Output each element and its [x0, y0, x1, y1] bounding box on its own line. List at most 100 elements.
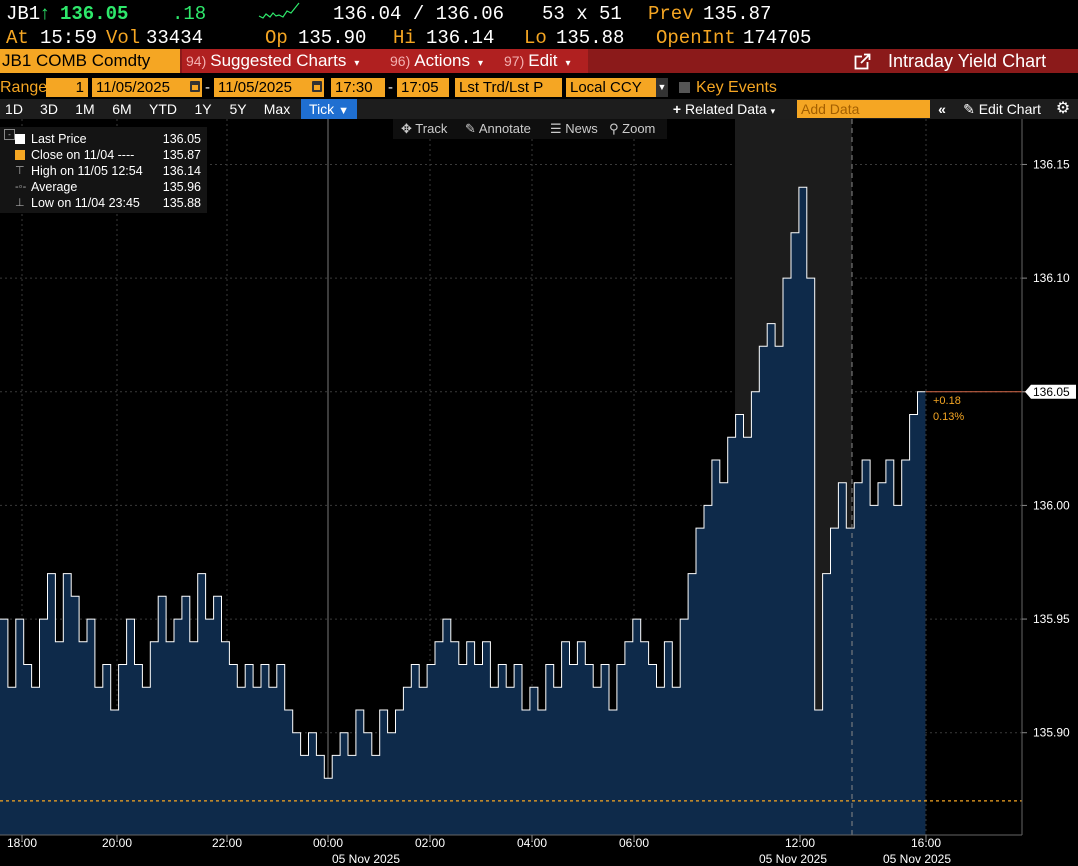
- lo-label: Lo: [524, 27, 547, 49]
- high-marker-icon: ⊤: [15, 165, 25, 177]
- tab-1d[interactable]: 1D: [5, 101, 23, 117]
- change-pct-annotation: 0.13%: [933, 411, 964, 423]
- chevron-down-icon: ▾: [565, 58, 571, 69]
- add-data-placeholder: Add Data: [801, 101, 860, 117]
- up-arrow-icon: ↑: [40, 3, 50, 24]
- end-date-input[interactable]: 11/05/2025: [214, 78, 324, 97]
- y-tick-label: 136.15: [1033, 157, 1070, 171]
- edit-button[interactable]: 97) Edit ▾: [500, 49, 588, 73]
- related-data-button[interactable]: + Related Data ▾: [664, 99, 784, 119]
- net-change: .18: [172, 3, 207, 25]
- legend-row-low[interactable]: ⊥ Low on 11/04 23:45 135.88: [0, 195, 207, 211]
- news-tool[interactable]: ☰ News: [550, 119, 598, 139]
- chart-toolbar: ✥ Track ✎ Annotate ☰ News ⚲ Zoom: [393, 119, 667, 139]
- time-dash: -: [388, 79, 393, 96]
- tab-1m[interactable]: 1M: [75, 101, 95, 117]
- tab-max[interactable]: Max: [263, 101, 291, 117]
- bid-ask-size: 53 x 51: [542, 3, 622, 25]
- range-label: Range: [0, 79, 48, 96]
- chevron-down-icon[interactable]: ▼: [656, 78, 668, 97]
- x-tick-label: 00:00: [313, 836, 343, 850]
- price-chart[interactable]: 136.15 136.10 136.00 135.95 135.90 136.05 18:…: [0, 119, 1078, 866]
- tab-1y[interactable]: 1Y: [194, 101, 212, 117]
- annotate-label: Annotate: [478, 121, 531, 136]
- annotate-tool[interactable]: ✎ Annotate: [465, 119, 531, 139]
- legend-row-high[interactable]: ⊤ High on 11/05 12:54 136.14: [0, 163, 207, 179]
- currency-select[interactable]: Local CCY: [566, 78, 656, 97]
- add-data-input[interactable]: Add Data: [797, 100, 930, 118]
- tab-6m[interactable]: 6M: [112, 101, 132, 117]
- zoom-tool[interactable]: ⚲ Zoom: [609, 119, 655, 139]
- last-price-badge: [1025, 384, 1076, 399]
- suggested-charts-label: Suggested Charts: [210, 51, 347, 70]
- external-link-icon[interactable]: [854, 53, 871, 70]
- legend-value: 135.88: [162, 196, 201, 210]
- crosshair-icon: ✥: [401, 121, 412, 136]
- suggested-charts-number: 94): [186, 53, 207, 69]
- edit-chart-button[interactable]: ✎ Edit Chart: [955, 99, 1049, 119]
- vol-label: Vol: [106, 27, 141, 49]
- collapse-icon[interactable]: «: [938, 101, 946, 117]
- pencil-icon: ✎: [963, 101, 975, 117]
- y-tick-label: 135.90: [1033, 726, 1070, 740]
- legend-row-close[interactable]: Close on 11/04 ---- 135.87: [0, 147, 207, 163]
- price-type-select[interactable]: Lst Trd/Lst P: [455, 78, 562, 97]
- tab-3d[interactable]: 3D: [40, 101, 58, 117]
- x-tick-label: 22:00: [212, 836, 242, 850]
- y-axis: 136.15 136.10 136.00 135.95 135.90 136.05: [1022, 157, 1076, 740]
- x-date-label: 05 Nov 2025: [883, 852, 951, 866]
- tab-ytd[interactable]: YTD: [149, 101, 177, 117]
- function-bar: JB1 COMB Comdty 94) Suggested Charts ▾ 96)…: [0, 49, 1078, 73]
- tab-tick[interactable]: Tick ▼: [301, 99, 357, 119]
- legend-row-last[interactable]: Last Price 136.05: [0, 131, 207, 147]
- last-price: 136.05: [60, 3, 129, 25]
- actions-button[interactable]: 96) Actions ▾: [386, 49, 500, 73]
- low-marker-icon: ⊥: [15, 197, 25, 209]
- openint-label: OpenInt: [656, 27, 736, 49]
- suggested-charts-button[interactable]: 94) Suggested Charts ▾: [182, 49, 386, 73]
- legend-row-average[interactable]: -◦- Average 135.96: [0, 179, 207, 195]
- last-price-badge-label: 136.05: [1033, 385, 1070, 399]
- chevron-down-icon: ▾: [354, 58, 360, 69]
- at-label: At: [6, 27, 29, 49]
- y-tick-label: 136.10: [1033, 271, 1070, 285]
- track-tool[interactable]: ✥ Track: [401, 119, 447, 139]
- tab-5y[interactable]: 5Y: [229, 101, 247, 117]
- x-tick-label: 20:00: [102, 836, 132, 850]
- end-time-input[interactable]: 17:05: [397, 78, 449, 97]
- volume: 33434: [146, 27, 204, 49]
- edit-chart-label: Edit Chart: [978, 101, 1041, 117]
- range-value-input[interactable]: 1: [46, 78, 88, 97]
- period-tabs: 1D 3D 1M 6M YTD 1Y 5Y Max Tick ▼ + Relat…: [0, 99, 1078, 119]
- x-tick-label: 02:00: [415, 836, 445, 850]
- price-line: [0, 186, 926, 779]
- legend-label: Last Price: [31, 132, 87, 146]
- x-date-label: 05 Nov 2025: [332, 852, 400, 866]
- bid-ask: 136.04 / 136.06: [333, 3, 505, 25]
- y-tick-label: 135.95: [1033, 612, 1070, 626]
- white-swatch-icon: [15, 134, 25, 144]
- track-label: Track: [415, 121, 448, 136]
- zoom-label: Zoom: [622, 121, 656, 136]
- sparkline-icon: [258, 2, 300, 19]
- y-tick-label: 136.00: [1033, 498, 1070, 512]
- last-time: 15:59: [40, 27, 98, 49]
- security-field[interactable]: JB1 COMB Comdty: [0, 49, 180, 73]
- open-interest: 174705: [743, 27, 812, 49]
- page-title: Intraday Yield Chart: [888, 51, 1047, 71]
- calendar-icon[interactable]: [190, 81, 200, 92]
- start-date-input[interactable]: 11/05/2025: [92, 78, 202, 97]
- x-tick-label: 12:00: [785, 836, 815, 850]
- change-annotation: +0.18: [933, 395, 961, 407]
- ticker: JB1: [6, 3, 41, 25]
- calendar-icon[interactable]: [312, 81, 322, 92]
- price-area: [0, 187, 926, 835]
- start-time-input[interactable]: 17:30: [331, 78, 385, 97]
- legend-toggle-icon[interactable]: -: [4, 129, 15, 140]
- legend-value: 135.96: [162, 180, 201, 194]
- actions-label: Actions: [414, 51, 470, 70]
- orange-swatch-icon: [15, 150, 25, 160]
- gear-icon[interactable]: ⚙: [1055, 100, 1071, 117]
- key-events-checkbox[interactable]: [679, 82, 690, 93]
- open-price: 135.90: [298, 27, 367, 49]
